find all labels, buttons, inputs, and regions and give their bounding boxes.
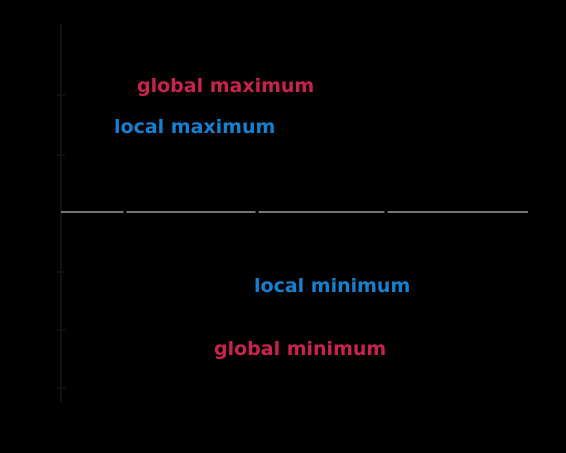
global-minimum-label: global minimum xyxy=(214,338,386,360)
x-axis-ticks xyxy=(123,207,388,217)
local-maximum-label: local maximum xyxy=(114,116,275,138)
local-minimum-label: local minimum xyxy=(254,275,410,297)
global-maximum-label: global maximum xyxy=(137,75,314,97)
y-axis-ticks xyxy=(57,94,65,389)
